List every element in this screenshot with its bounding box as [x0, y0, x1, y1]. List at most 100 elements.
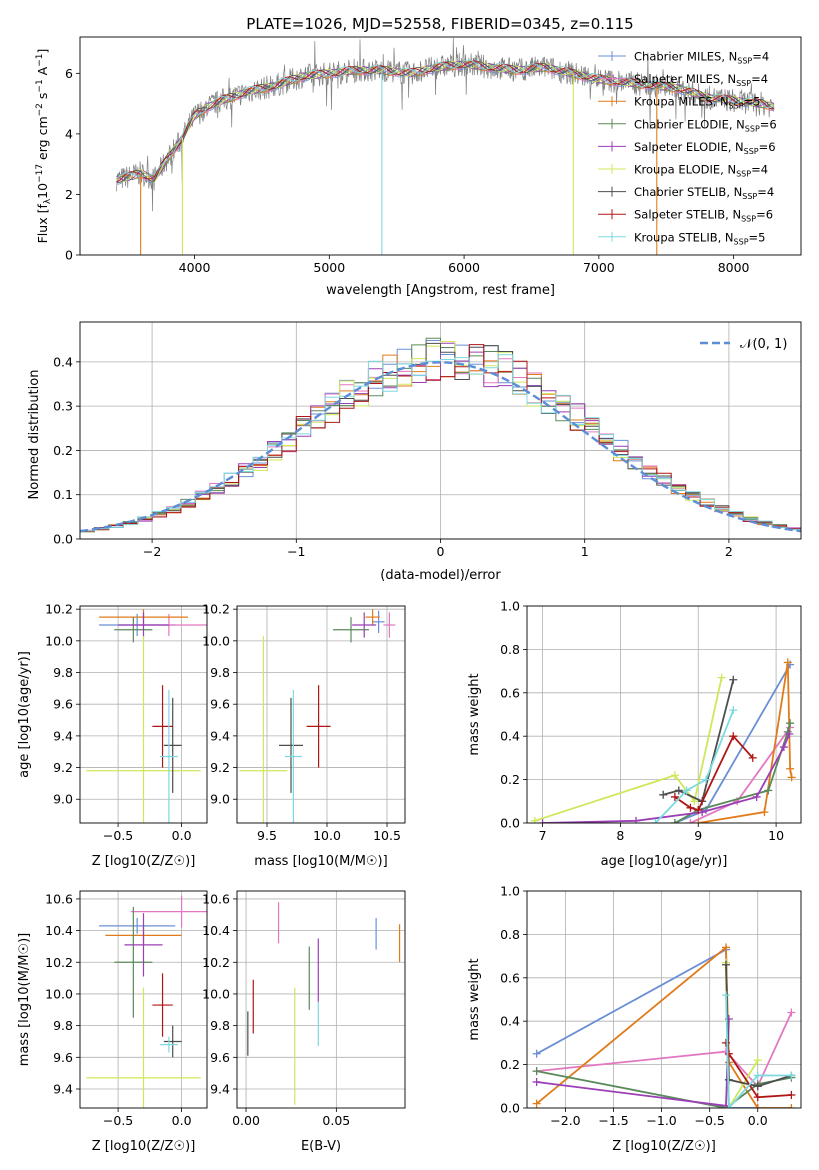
axes-weight_vs_Z: −2.0 −1.5 −1.0 −0.5 0.0 0.0 0.2 0.4 0.6 0.8 1.0 Z […	[467, 884, 802, 1154]
legend-label: Salpeter MILES, NSSP=4	[634, 72, 768, 88]
weight-marker	[753, 1104, 762, 1108]
weight-line	[534, 677, 723, 822]
y-tick-label: 0.2	[500, 1057, 520, 1072]
weight-marker	[753, 1082, 762, 1091]
y-tick-label: 9.8	[53, 1018, 73, 1033]
y-tick-label: 0.0	[53, 532, 73, 547]
legend-label: Kroupa ELODIE, NSSP=4	[634, 163, 768, 179]
y-tick-label: 1.0	[500, 884, 520, 899]
y-tick-label: 9.4	[53, 728, 73, 743]
y-tick-label: 9.6	[210, 697, 230, 712]
y-tick-label: 10.2	[45, 602, 73, 617]
y-tick-label: 9.8	[53, 665, 73, 680]
y-tick-label: 9.2	[53, 760, 73, 775]
y-tick-label: 10.4	[202, 923, 230, 938]
y-tick-label: 9.8	[210, 665, 230, 680]
errorbars	[239, 609, 396, 823]
weight-marker	[729, 706, 738, 715]
model-spectrum	[116, 60, 775, 182]
legend-label: 𝒩(0, 1)	[740, 337, 787, 352]
y-axis-label: mass weight	[467, 673, 482, 755]
weight-marker	[722, 991, 731, 1000]
x-tick-label: 2	[725, 544, 733, 559]
axes-frame	[236, 605, 406, 824]
y-tick-label: 4	[65, 126, 73, 141]
weight-line	[536, 948, 758, 1108]
y-tick-label: 9.4	[210, 728, 230, 743]
x-tick-label: −0.5	[694, 1113, 724, 1128]
model-spectrum	[116, 60, 775, 182]
y-tick-label: 9.0	[53, 792, 73, 807]
y-tick-label: 9.0	[210, 792, 230, 807]
x-axis-label: wavelength [Angstrom, rest frame]	[326, 283, 555, 298]
x-tick-label: 7	[539, 828, 547, 843]
x-axis-label: Z [log10(Z/Z☉)]	[92, 1139, 196, 1154]
weight-marker	[651, 819, 660, 823]
x-tick-label: −0.5	[103, 828, 133, 843]
weight-marker	[786, 764, 795, 773]
y-tick-label: 0.1	[53, 487, 73, 502]
weight-marker	[686, 819, 695, 823]
weight-marker	[722, 1038, 731, 1047]
weight-marker	[538, 819, 547, 823]
weight-marker	[786, 719, 795, 728]
weight-marker	[753, 1071, 762, 1080]
weight-marker	[722, 960, 731, 969]
axes-weight_vs_age: 7 8 9 10 0.0 0.2 0.4 0.6 0.8 1.0 age [log10(age/yr…	[467, 599, 802, 869]
x-tick-label: 9.5	[257, 828, 277, 843]
weight-marker	[670, 819, 679, 823]
weight-marker	[753, 1093, 762, 1102]
y-axis-label: mass [log10(M/M☉)]	[17, 933, 32, 1066]
y-tick-label: 10.2	[202, 602, 230, 617]
y-tick-label: 10.0	[45, 986, 73, 1001]
y-tick-label: 9.4	[210, 1081, 230, 1096]
weight-marker	[682, 786, 691, 795]
y-axis-label: mass weight	[467, 958, 482, 1040]
y-tick-label: 0.6	[500, 685, 520, 700]
axes-residuals: −2 −1 0 1 2 0.0 0.1 0.2 0.3 0.4 (data-model)/error…	[27, 321, 802, 583]
x-axis-label: Z [log10(Z/Z☉)]	[612, 1139, 716, 1154]
y-tick-label: 0.0	[500, 1101, 520, 1116]
axes-age_vs_mass: 9.5 10.0 10.5 9.0 9.2 9.4 9.6 9.8 10.0 10.2 mass […	[202, 602, 406, 869]
y-tick-label: 6	[65, 66, 73, 81]
y-tick-label: 0.6	[500, 970, 520, 985]
weight-marker	[659, 790, 668, 799]
weight-marker	[785, 730, 794, 739]
weight-marker	[779, 743, 788, 752]
weight-marker	[787, 1104, 796, 1108]
y-axis-label: age [log10(age/yr)]	[17, 651, 32, 778]
x-axis-label: (data-model)/error	[380, 568, 501, 583]
weight-marker	[760, 808, 769, 817]
y-tick-label: 0.8	[500, 927, 520, 942]
x-tick-label: 0	[437, 544, 445, 559]
x-axis-label: mass [log10(M/M☉)]	[254, 854, 387, 869]
weight-marker	[532, 1049, 541, 1058]
weight-marker	[752, 792, 761, 801]
x-tick-label: 10	[768, 828, 784, 843]
histogram-step	[80, 354, 801, 532]
model-spectrum	[116, 59, 775, 179]
weight-marker	[729, 675, 738, 684]
errorbars	[86, 609, 207, 823]
weight-marker	[694, 805, 703, 814]
weight-marker	[783, 658, 792, 667]
x-tick-label: 0.0	[172, 828, 192, 843]
y-tick-label: 9.8	[210, 1018, 230, 1033]
spectrum-legend: Chabrier MILES, NSSP=4 Salpeter MILES, NS…	[598, 50, 777, 246]
weight-marker	[631, 816, 640, 823]
weight-marker	[670, 771, 679, 780]
x-axis-label: Z [log10(Z/Z☉)]	[92, 854, 196, 869]
weight-marker	[532, 1077, 541, 1086]
axes-frame	[236, 890, 406, 1109]
model-spectrum	[116, 60, 775, 180]
y-tick-label: 10.2	[45, 955, 73, 970]
weight-line	[725, 964, 792, 1088]
axes-mass_vs_Z: −0.5 0.0 9.4 9.6 9.8 10.0 10.2 10.4 10.6 Z [log10…	[17, 890, 208, 1154]
weight-marker	[674, 786, 683, 795]
y-tick-label: 0	[65, 248, 73, 263]
legend-label: Chabrier ELODIE, NSSP=6	[634, 117, 777, 133]
y-tick-label: 1.0	[500, 599, 520, 614]
x-tick-label: 0.0	[748, 1113, 768, 1128]
x-tick-label: −1	[287, 544, 305, 559]
